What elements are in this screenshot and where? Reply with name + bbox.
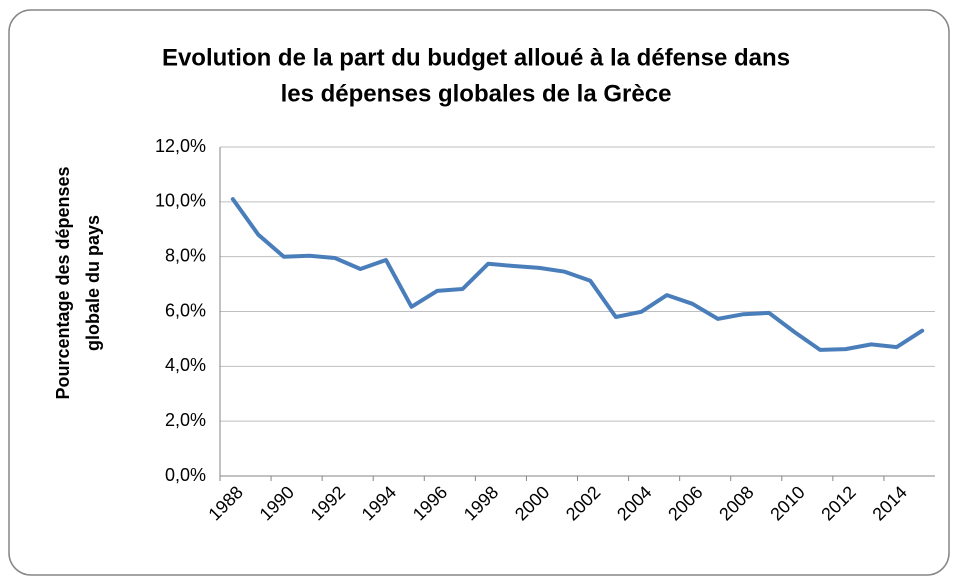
y-tick-label: 12,0% <box>155 136 206 156</box>
y-tick-label: 8,0% <box>165 245 206 265</box>
y-tick-label: 6,0% <box>165 300 206 320</box>
line-series <box>230 197 925 352</box>
y-tick-label: 4,0% <box>165 355 206 375</box>
chart-frame <box>8 9 950 576</box>
y-tick-label: 10,0% <box>155 191 206 211</box>
y-axis-title: Pourcentage des dépenses <box>53 166 73 399</box>
y-tick-label: 2,0% <box>165 410 206 430</box>
chart-title: les dépenses globales de la Grèce <box>281 80 672 107</box>
chart-title: Evolution de la part du budget alloué à … <box>162 44 790 71</box>
y-tick-label: 0,0% <box>165 465 206 485</box>
y-axis-title: globale du pays <box>83 215 103 351</box>
